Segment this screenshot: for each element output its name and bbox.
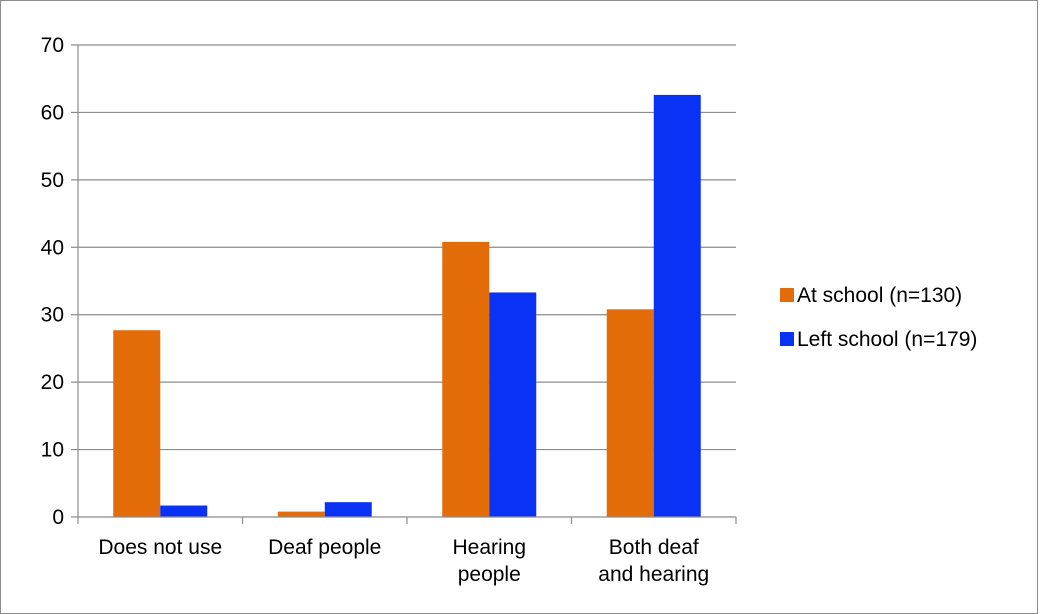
bars bbox=[113, 94, 701, 518]
bar-left-school bbox=[160, 505, 208, 517]
y-tick-label: 60 bbox=[41, 101, 64, 124]
y-tick-label: 0 bbox=[52, 506, 64, 529]
bar-chart: 0 10 20 30 40 50 60 70 Does not use Deaf people He… bbox=[41, 34, 978, 586]
legend-swatch bbox=[780, 332, 794, 346]
x-category-label-line: Hearing bbox=[452, 536, 526, 559]
bar-at-school bbox=[277, 511, 325, 517]
y-tick-label: 10 bbox=[41, 439, 64, 462]
legend-label: At school (n=130) bbox=[797, 284, 962, 307]
y-tick-label: 70 bbox=[41, 34, 64, 57]
bar-at-school bbox=[442, 241, 490, 518]
legend-label: Left school (n=179) bbox=[797, 328, 977, 351]
bar-at-school bbox=[113, 330, 161, 517]
x-category-label: Both deaf and hearing bbox=[598, 536, 709, 586]
x-category-label-line: people bbox=[458, 563, 521, 586]
bar-left-school bbox=[489, 292, 537, 517]
x-category-label: Hearing people bbox=[452, 536, 526, 586]
x-category-label-line: Both deaf bbox=[609, 536, 699, 559]
x-category-label-line: Does not use bbox=[98, 536, 222, 559]
bar-left-school bbox=[324, 502, 372, 517]
legend-swatch bbox=[780, 288, 794, 302]
y-tick-label: 20 bbox=[41, 371, 64, 394]
axes: 0 10 20 30 40 50 60 70 Does not use Deaf people He… bbox=[41, 34, 737, 586]
legend: At school (n=130) Left school (n=179) bbox=[780, 284, 977, 351]
y-tick-label: 30 bbox=[41, 304, 64, 327]
x-category-label-line: Deaf people bbox=[268, 536, 381, 559]
x-category-label: Does not use bbox=[98, 536, 222, 559]
bar-left-school bbox=[653, 94, 701, 517]
bar-at-school bbox=[606, 309, 654, 517]
y-tick-label: 40 bbox=[41, 236, 64, 259]
x-category-label: Deaf people bbox=[268, 536, 381, 559]
y-tick-label: 50 bbox=[41, 169, 64, 192]
x-category-label-line: and hearing bbox=[598, 563, 709, 586]
